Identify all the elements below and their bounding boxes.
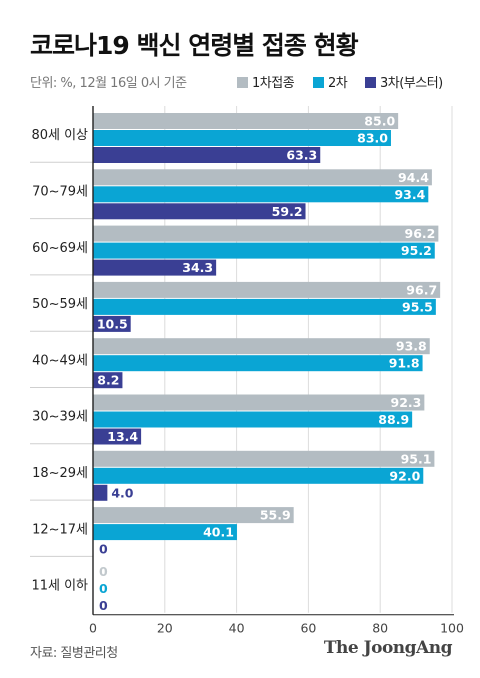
bar <box>93 338 430 355</box>
value-label: 92.0 <box>389 468 420 483</box>
bar <box>93 147 321 163</box>
bar <box>93 281 441 298</box>
value-label: 93.4 <box>394 187 425 202</box>
legend-label-dose2: 2차 <box>328 76 348 91</box>
unit-note: 단위: %, 12월 16일 0시 기준 <box>30 76 187 91</box>
value-label: 95.1 <box>401 451 432 466</box>
value-label: 34.3 <box>182 260 213 275</box>
value-label: 10.5 <box>97 316 128 331</box>
bar <box>93 450 435 467</box>
bar <box>93 130 391 146</box>
source-note: 자료: 질병관리청 <box>30 646 118 661</box>
x-tick-label: 100 <box>440 621 464 636</box>
value-label: 95.2 <box>401 243 432 258</box>
x-tick-label: 60 <box>300 621 316 636</box>
value-label: 92.3 <box>391 395 422 410</box>
category-label: 50~59세 <box>32 297 88 312</box>
legend-swatch-dose2 <box>313 77 324 88</box>
bar <box>93 467 424 484</box>
value-label: 4.0 <box>111 485 133 500</box>
legend-swatch-dose1 <box>237 77 248 88</box>
x-tick-label: 80 <box>372 621 388 636</box>
bar <box>93 186 429 203</box>
value-label: 8.2 <box>97 373 119 388</box>
bar <box>93 411 413 428</box>
bar <box>93 242 435 259</box>
value-label: 94.4 <box>398 170 429 185</box>
bar <box>93 507 294 524</box>
category-label: 40~49세 <box>32 353 88 368</box>
bar <box>93 203 306 220</box>
value-label: 93.8 <box>396 339 427 354</box>
bar <box>93 259 217 276</box>
value-label: 96.7 <box>406 282 437 297</box>
value-label: 96.2 <box>405 226 436 241</box>
value-label: 0 <box>99 564 108 579</box>
legend-label-booster: 3차(부스터) <box>380 76 443 91</box>
category-label: 12~17세 <box>32 522 88 537</box>
bar <box>93 113 399 129</box>
bar <box>93 225 439 242</box>
category-label: 18~29세 <box>32 466 88 481</box>
value-label: 0 <box>99 581 108 596</box>
bar <box>93 315 131 332</box>
value-label: 91.8 <box>389 356 420 371</box>
value-label: 59.2 <box>272 204 303 219</box>
value-label: 13.4 <box>107 429 138 444</box>
value-label: 55.9 <box>260 508 291 523</box>
value-label: 40.1 <box>203 525 234 540</box>
category-label: 30~39세 <box>32 410 88 425</box>
bar <box>93 372 123 389</box>
bar <box>93 484 108 501</box>
bar <box>93 169 432 186</box>
value-label: 0 <box>99 598 108 613</box>
bar <box>93 298 436 315</box>
value-label: 85.0 <box>364 114 395 129</box>
x-tick-label: 0 <box>89 621 97 636</box>
category-label: 80세 이상 <box>31 128 88 143</box>
value-label: 63.3 <box>286 148 317 163</box>
bar <box>93 355 423 372</box>
bar <box>93 394 425 411</box>
publisher-logo: The JoongAng <box>323 638 453 658</box>
chart-title: 코로나19 백신 연령별 접종 현황 <box>30 31 359 60</box>
legend-item-booster: 3차(부스터) <box>365 72 443 91</box>
legend-item-dose2: 2차 <box>313 72 348 91</box>
value-label: 0 <box>99 542 108 557</box>
category-label: 60~69세 <box>32 241 88 256</box>
value-label: 88.9 <box>378 412 409 427</box>
bar <box>93 524 237 541</box>
bar <box>93 428 142 445</box>
x-tick-label: 40 <box>229 621 245 636</box>
category-label: 11세 이하 <box>31 579 88 594</box>
value-label: 83.0 <box>357 131 388 146</box>
legend-item-dose1: 1차접종 <box>237 72 295 91</box>
x-tick-label: 20 <box>157 621 173 636</box>
category-label: 70~79세 <box>32 184 88 199</box>
legend-swatch-booster <box>365 77 376 88</box>
value-label: 95.5 <box>402 299 433 314</box>
legend-label-dose1: 1차접종 <box>252 76 295 91</box>
